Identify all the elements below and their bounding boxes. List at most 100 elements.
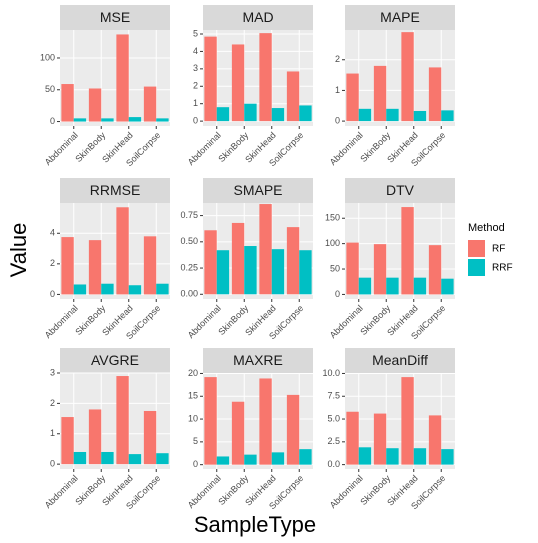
- bar: [128, 285, 142, 295]
- legend-key: [468, 240, 485, 257]
- y-tick-label: 4: [193, 46, 198, 56]
- bar: [346, 411, 359, 465]
- y-tick-label: 5: [193, 28, 198, 38]
- strip: [203, 5, 313, 30]
- y-tick-label: 0: [193, 115, 198, 125]
- bar: [286, 71, 300, 122]
- y-tick-label: 10: [188, 413, 198, 423]
- bar: [61, 417, 74, 465]
- strip: [60, 5, 170, 30]
- bar: [143, 236, 157, 295]
- x-tick-label: Abdominal: [328, 303, 365, 340]
- bar: [204, 377, 217, 465]
- bar: [286, 394, 300, 465]
- x-tick-label: Abdominal: [186, 473, 223, 510]
- bar: [61, 84, 74, 122]
- bar: [143, 410, 157, 465]
- bar: [386, 108, 399, 122]
- y-tick-label: 1: [335, 85, 340, 95]
- bar: [116, 207, 129, 295]
- bar: [88, 240, 102, 295]
- bar: [216, 250, 230, 295]
- y-tick-label: 2: [193, 81, 198, 91]
- bar: [204, 36, 217, 122]
- bar: [271, 108, 285, 122]
- strip-title: DTV: [386, 182, 415, 198]
- bar: [73, 284, 87, 295]
- legend-title: Method: [468, 222, 505, 234]
- strip: [60, 348, 170, 373]
- strip-title: MAD: [242, 9, 273, 25]
- bar: [116, 376, 129, 465]
- bar: [231, 44, 245, 122]
- bar: [101, 283, 114, 295]
- strip-title: AVGRE: [91, 352, 139, 368]
- legend-label: RRF: [492, 263, 513, 274]
- y-tick-label: 0: [50, 289, 55, 299]
- y-tick-label: 7.5: [327, 391, 340, 401]
- bar: [259, 204, 272, 295]
- y-tick-label: 2: [50, 258, 55, 268]
- bar: [204, 230, 217, 295]
- strip: [345, 178, 455, 203]
- bar: [88, 409, 102, 465]
- y-tick-label: 10.0: [322, 368, 340, 378]
- bar: [101, 118, 114, 122]
- bar: [231, 222, 245, 295]
- bar: [346, 242, 359, 295]
- strip-title: MeanDiff: [372, 352, 428, 368]
- bar: [244, 103, 257, 122]
- bar: [259, 378, 272, 465]
- x-tick-label: Abdominal: [43, 130, 80, 167]
- y-tick-label: 5: [193, 436, 198, 446]
- y-tick-label: 2: [50, 398, 55, 408]
- y-tick-label: 0: [335, 289, 340, 299]
- bar: [373, 413, 387, 465]
- strip-title: MSE: [100, 9, 130, 25]
- bar: [116, 34, 129, 122]
- x-tick-label: Abdominal: [186, 303, 223, 340]
- strip: [203, 348, 313, 373]
- y-tick-label: 1: [193, 98, 198, 108]
- y-tick-label: 2.5: [327, 436, 340, 446]
- bar: [73, 451, 87, 465]
- bar: [401, 377, 414, 465]
- bar: [299, 449, 312, 465]
- y-tick-label: 0.75: [180, 210, 198, 220]
- x-axis-label: SampleType: [194, 512, 316, 537]
- bar: [401, 32, 414, 122]
- strip-title: MAPE: [380, 9, 420, 25]
- y-tick-label: 150: [325, 213, 340, 223]
- y-tick-label: 0: [50, 116, 55, 126]
- bar: [101, 451, 114, 465]
- y-tick-label: 4: [50, 228, 55, 238]
- y-tick-label: 15: [188, 391, 198, 401]
- y-tick-label: 3: [50, 367, 55, 377]
- y-tick-label: 0: [50, 459, 55, 469]
- y-tick-label: 2: [335, 54, 340, 64]
- y-tick-label: 3: [193, 63, 198, 73]
- y-tick-label: 50: [330, 263, 340, 273]
- bar: [271, 249, 285, 295]
- bar: [156, 118, 169, 122]
- bar: [216, 456, 230, 465]
- x-tick-label: Abdominal: [328, 130, 365, 167]
- bar: [346, 73, 359, 122]
- bar: [231, 401, 245, 465]
- x-tick-label: Abdominal: [186, 130, 223, 167]
- strip: [60, 178, 170, 203]
- strip-title: SMAPE: [233, 182, 282, 198]
- strip: [203, 178, 313, 203]
- y-tick-label: 0.25: [180, 262, 198, 272]
- bar: [428, 245, 442, 295]
- strip: [345, 5, 455, 30]
- bar: [413, 110, 427, 122]
- bar: [216, 107, 230, 122]
- bar: [299, 105, 312, 122]
- bar: [271, 452, 285, 465]
- bar: [428, 415, 442, 465]
- bar: [156, 283, 169, 295]
- y-tick-label: 50: [45, 84, 55, 94]
- strip: [345, 348, 455, 373]
- bar: [441, 278, 454, 295]
